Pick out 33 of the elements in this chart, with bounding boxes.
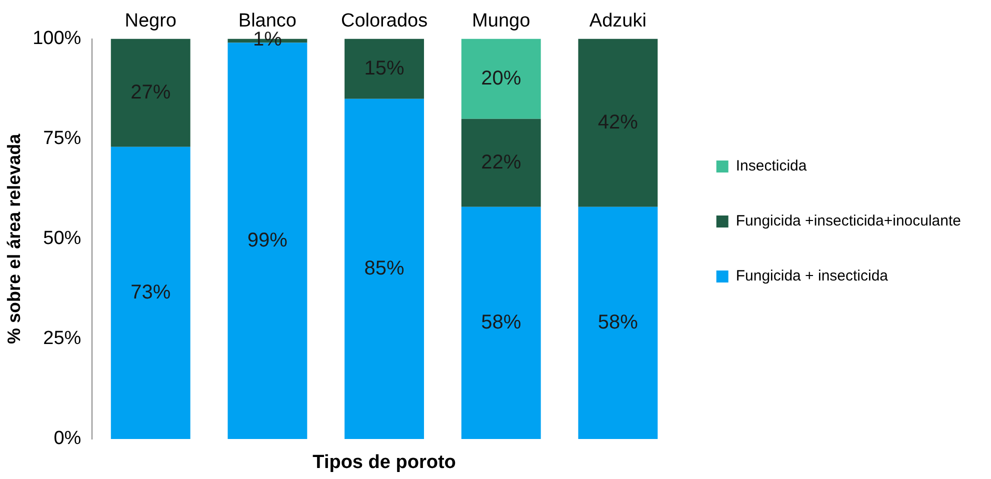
data-label: 73% bbox=[130, 281, 171, 304]
data-label: 85% bbox=[364, 257, 405, 280]
x-tick-label: Adzuki bbox=[589, 10, 646, 32]
x-tick-label: Negro bbox=[124, 10, 176, 32]
bar bbox=[344, 98, 424, 439]
data-label: 42% bbox=[598, 111, 638, 134]
data-label: 58% bbox=[598, 311, 638, 334]
data-label: 15% bbox=[364, 57, 405, 80]
y-tick-label: 100% bbox=[32, 28, 82, 50]
data-label: 99% bbox=[247, 229, 288, 252]
y-tick-label: 75% bbox=[43, 128, 82, 150]
legend-label: Fungicida +insecticida+inoculante bbox=[736, 212, 962, 230]
x-axis-title: Tipos de poroto bbox=[312, 452, 456, 474]
bar bbox=[461, 206, 541, 439]
bar bbox=[578, 206, 658, 439]
y-tick-label: 25% bbox=[43, 328, 82, 350]
y-axis-title: % sobre el área relevada bbox=[4, 132, 24, 344]
bar bbox=[461, 38, 541, 119]
data-label: 58% bbox=[481, 311, 522, 334]
legend-label: Fungicida + insecticida bbox=[736, 268, 889, 285]
bar bbox=[578, 38, 658, 207]
bar bbox=[110, 38, 190, 147]
data-label: 22% bbox=[481, 151, 522, 174]
y-tick-label: 50% bbox=[43, 228, 82, 250]
x-tick-label: Mungo bbox=[472, 10, 530, 32]
bar bbox=[344, 38, 424, 99]
legend-label: Insecticida bbox=[736, 158, 808, 175]
y-tick-label: 0% bbox=[54, 428, 82, 450]
data-label: 20% bbox=[481, 67, 522, 90]
bar bbox=[110, 146, 190, 439]
data-label: 27% bbox=[130, 81, 171, 104]
bar bbox=[461, 118, 541, 207]
x-tick-label: Colorados bbox=[340, 10, 428, 32]
